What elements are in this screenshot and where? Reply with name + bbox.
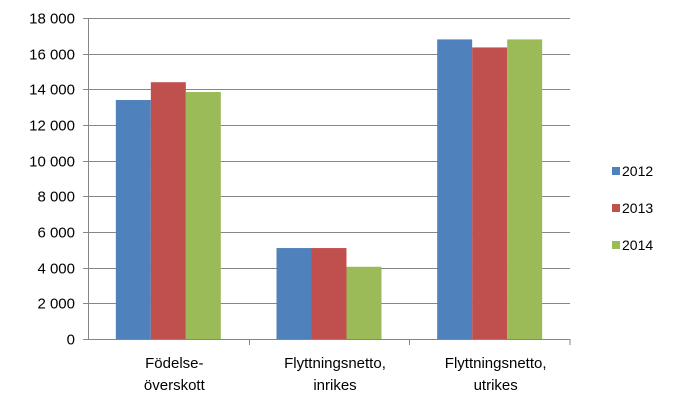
legend-swatch-2012 bbox=[612, 167, 620, 175]
legend-swatch-2013 bbox=[612, 204, 620, 212]
legend: 2012 2013 2014 bbox=[612, 163, 653, 253]
bar-2012 bbox=[276, 248, 312, 339]
bar-2013 bbox=[311, 248, 347, 339]
legend-swatch-2014 bbox=[612, 241, 620, 249]
y-tick-label: 16 000 bbox=[29, 47, 75, 64]
y-tick-label: 18 000 bbox=[29, 11, 75, 28]
y-tick-label: 0 bbox=[67, 332, 75, 349]
y-tick-label: 2 000 bbox=[37, 296, 75, 313]
bar-2012 bbox=[115, 100, 151, 340]
category-label: Flyttningsnetto, bbox=[284, 355, 386, 372]
y-tick-label: 6 000 bbox=[37, 225, 75, 242]
bar-2014 bbox=[185, 92, 221, 339]
bar-2012 bbox=[437, 39, 473, 340]
y-tick-label: 14 000 bbox=[29, 82, 75, 99]
category-label: utrikes bbox=[474, 377, 518, 394]
y-tick-label: 12 000 bbox=[29, 118, 75, 135]
category-labels: Födelse-överskott Flyttningsnetto, inrikes… bbox=[144, 355, 547, 394]
y-tick-labels: 0 2 000 4 000 6 000 8 000 10 000 12 000 14 000 1… bbox=[29, 11, 75, 349]
y-tick-label: 10 000 bbox=[29, 154, 75, 171]
legend-label-2013: 2013 bbox=[622, 200, 653, 216]
bar-2013 bbox=[150, 82, 186, 339]
legend-label-2014: 2014 bbox=[622, 237, 653, 253]
bar-2014 bbox=[346, 266, 382, 339]
category-label: Flyttningsnetto, bbox=[445, 355, 547, 372]
category-label: inrikes bbox=[313, 377, 356, 394]
axes bbox=[83, 18, 571, 345]
bars bbox=[115, 39, 543, 340]
category-label: överskott bbox=[144, 377, 206, 394]
legend-label-2012: 2012 bbox=[622, 163, 653, 179]
category-label: Födelse- bbox=[145, 355, 203, 372]
bar-2013 bbox=[472, 47, 508, 340]
y-tick-label: 8 000 bbox=[37, 189, 75, 206]
y-tick-label: 4 000 bbox=[37, 261, 75, 278]
bar-2014 bbox=[507, 39, 543, 340]
